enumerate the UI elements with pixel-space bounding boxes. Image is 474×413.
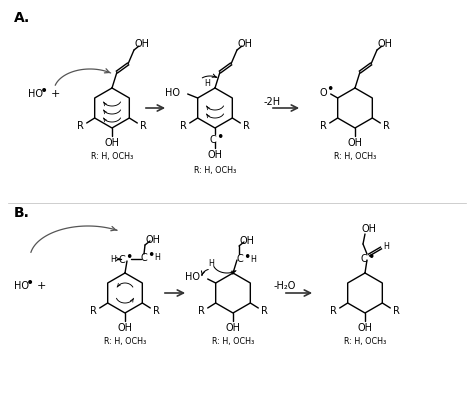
Text: •: • bbox=[326, 82, 333, 95]
Text: C: C bbox=[210, 135, 216, 145]
Text: -2H: -2H bbox=[264, 97, 281, 107]
Text: •: • bbox=[243, 250, 251, 263]
Text: •: • bbox=[40, 84, 48, 98]
Text: A.: A. bbox=[14, 11, 30, 25]
Text: R: R bbox=[383, 121, 390, 131]
Text: OH: OH bbox=[237, 39, 253, 49]
Text: R: R bbox=[180, 121, 187, 131]
Text: •: • bbox=[367, 250, 374, 263]
Text: OH: OH bbox=[226, 322, 240, 332]
Text: HO: HO bbox=[164, 88, 180, 98]
Text: OH: OH bbox=[377, 39, 392, 49]
Text: OH: OH bbox=[118, 322, 133, 332]
Text: R: R bbox=[330, 305, 337, 315]
Text: -H₂O: -H₂O bbox=[274, 280, 296, 290]
Text: HO: HO bbox=[14, 280, 29, 290]
Text: R: H, OCH₃: R: H, OCH₃ bbox=[104, 337, 146, 346]
Text: OH: OH bbox=[239, 235, 255, 245]
Text: R: H, OCH₃: R: H, OCH₃ bbox=[344, 337, 386, 346]
Text: R: R bbox=[153, 305, 160, 315]
Text: R: R bbox=[140, 121, 147, 131]
Text: C: C bbox=[361, 254, 367, 263]
Text: •: • bbox=[26, 275, 34, 289]
Text: +: + bbox=[51, 89, 60, 99]
Text: OH: OH bbox=[347, 138, 363, 147]
Text: OH: OH bbox=[362, 223, 376, 233]
Text: R: R bbox=[393, 305, 400, 315]
Text: H: H bbox=[250, 254, 256, 263]
Text: HO: HO bbox=[185, 271, 200, 281]
Text: R: R bbox=[90, 305, 97, 315]
Text: HO: HO bbox=[28, 89, 43, 99]
Text: H: H bbox=[208, 259, 214, 268]
Text: R: H, OCH₃: R: H, OCH₃ bbox=[91, 152, 133, 161]
Text: C: C bbox=[141, 252, 147, 262]
Text: H: H bbox=[383, 242, 389, 251]
Text: OH: OH bbox=[104, 138, 119, 147]
Text: R: R bbox=[198, 305, 205, 315]
Text: H: H bbox=[204, 78, 210, 87]
Text: OH: OH bbox=[208, 150, 222, 159]
Text: R: R bbox=[243, 121, 250, 131]
Text: R: R bbox=[261, 305, 268, 315]
Text: OH: OH bbox=[135, 39, 149, 49]
Text: C: C bbox=[237, 254, 243, 263]
Text: •: • bbox=[216, 131, 224, 144]
Text: OH: OH bbox=[357, 322, 373, 332]
Text: R: H, OCH₃: R: H, OCH₃ bbox=[334, 152, 376, 161]
Text: R: R bbox=[320, 121, 327, 131]
Text: R: H, OCH₃: R: H, OCH₃ bbox=[194, 166, 236, 175]
Text: H: H bbox=[110, 255, 116, 264]
Text: O: O bbox=[320, 88, 328, 98]
Text: B.: B. bbox=[14, 206, 30, 219]
Text: R: R bbox=[77, 121, 84, 131]
Text: C: C bbox=[118, 254, 126, 264]
Text: +: + bbox=[37, 280, 46, 290]
Text: R: H, OCH₃: R: H, OCH₃ bbox=[212, 337, 254, 346]
Text: •: • bbox=[125, 251, 133, 264]
Text: H: H bbox=[154, 253, 160, 262]
Text: •: • bbox=[147, 249, 155, 262]
Text: OH: OH bbox=[146, 235, 161, 244]
